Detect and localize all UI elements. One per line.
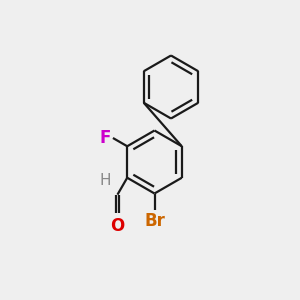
- Text: H: H: [99, 173, 111, 188]
- Text: Br: Br: [144, 212, 165, 230]
- Text: F: F: [99, 129, 110, 147]
- Text: O: O: [110, 217, 124, 235]
